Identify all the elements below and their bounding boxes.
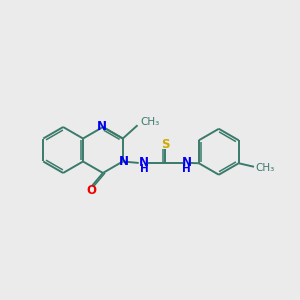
Text: N: N [118, 155, 128, 168]
Text: N: N [139, 157, 149, 169]
Text: H: H [140, 164, 148, 174]
Text: N: N [97, 120, 107, 133]
Text: S: S [161, 138, 170, 151]
Text: CH₃: CH₃ [256, 163, 275, 173]
Text: O: O [86, 184, 96, 197]
Text: N: N [182, 157, 191, 169]
Text: H: H [182, 164, 191, 174]
Text: CH₃: CH₃ [140, 117, 159, 127]
